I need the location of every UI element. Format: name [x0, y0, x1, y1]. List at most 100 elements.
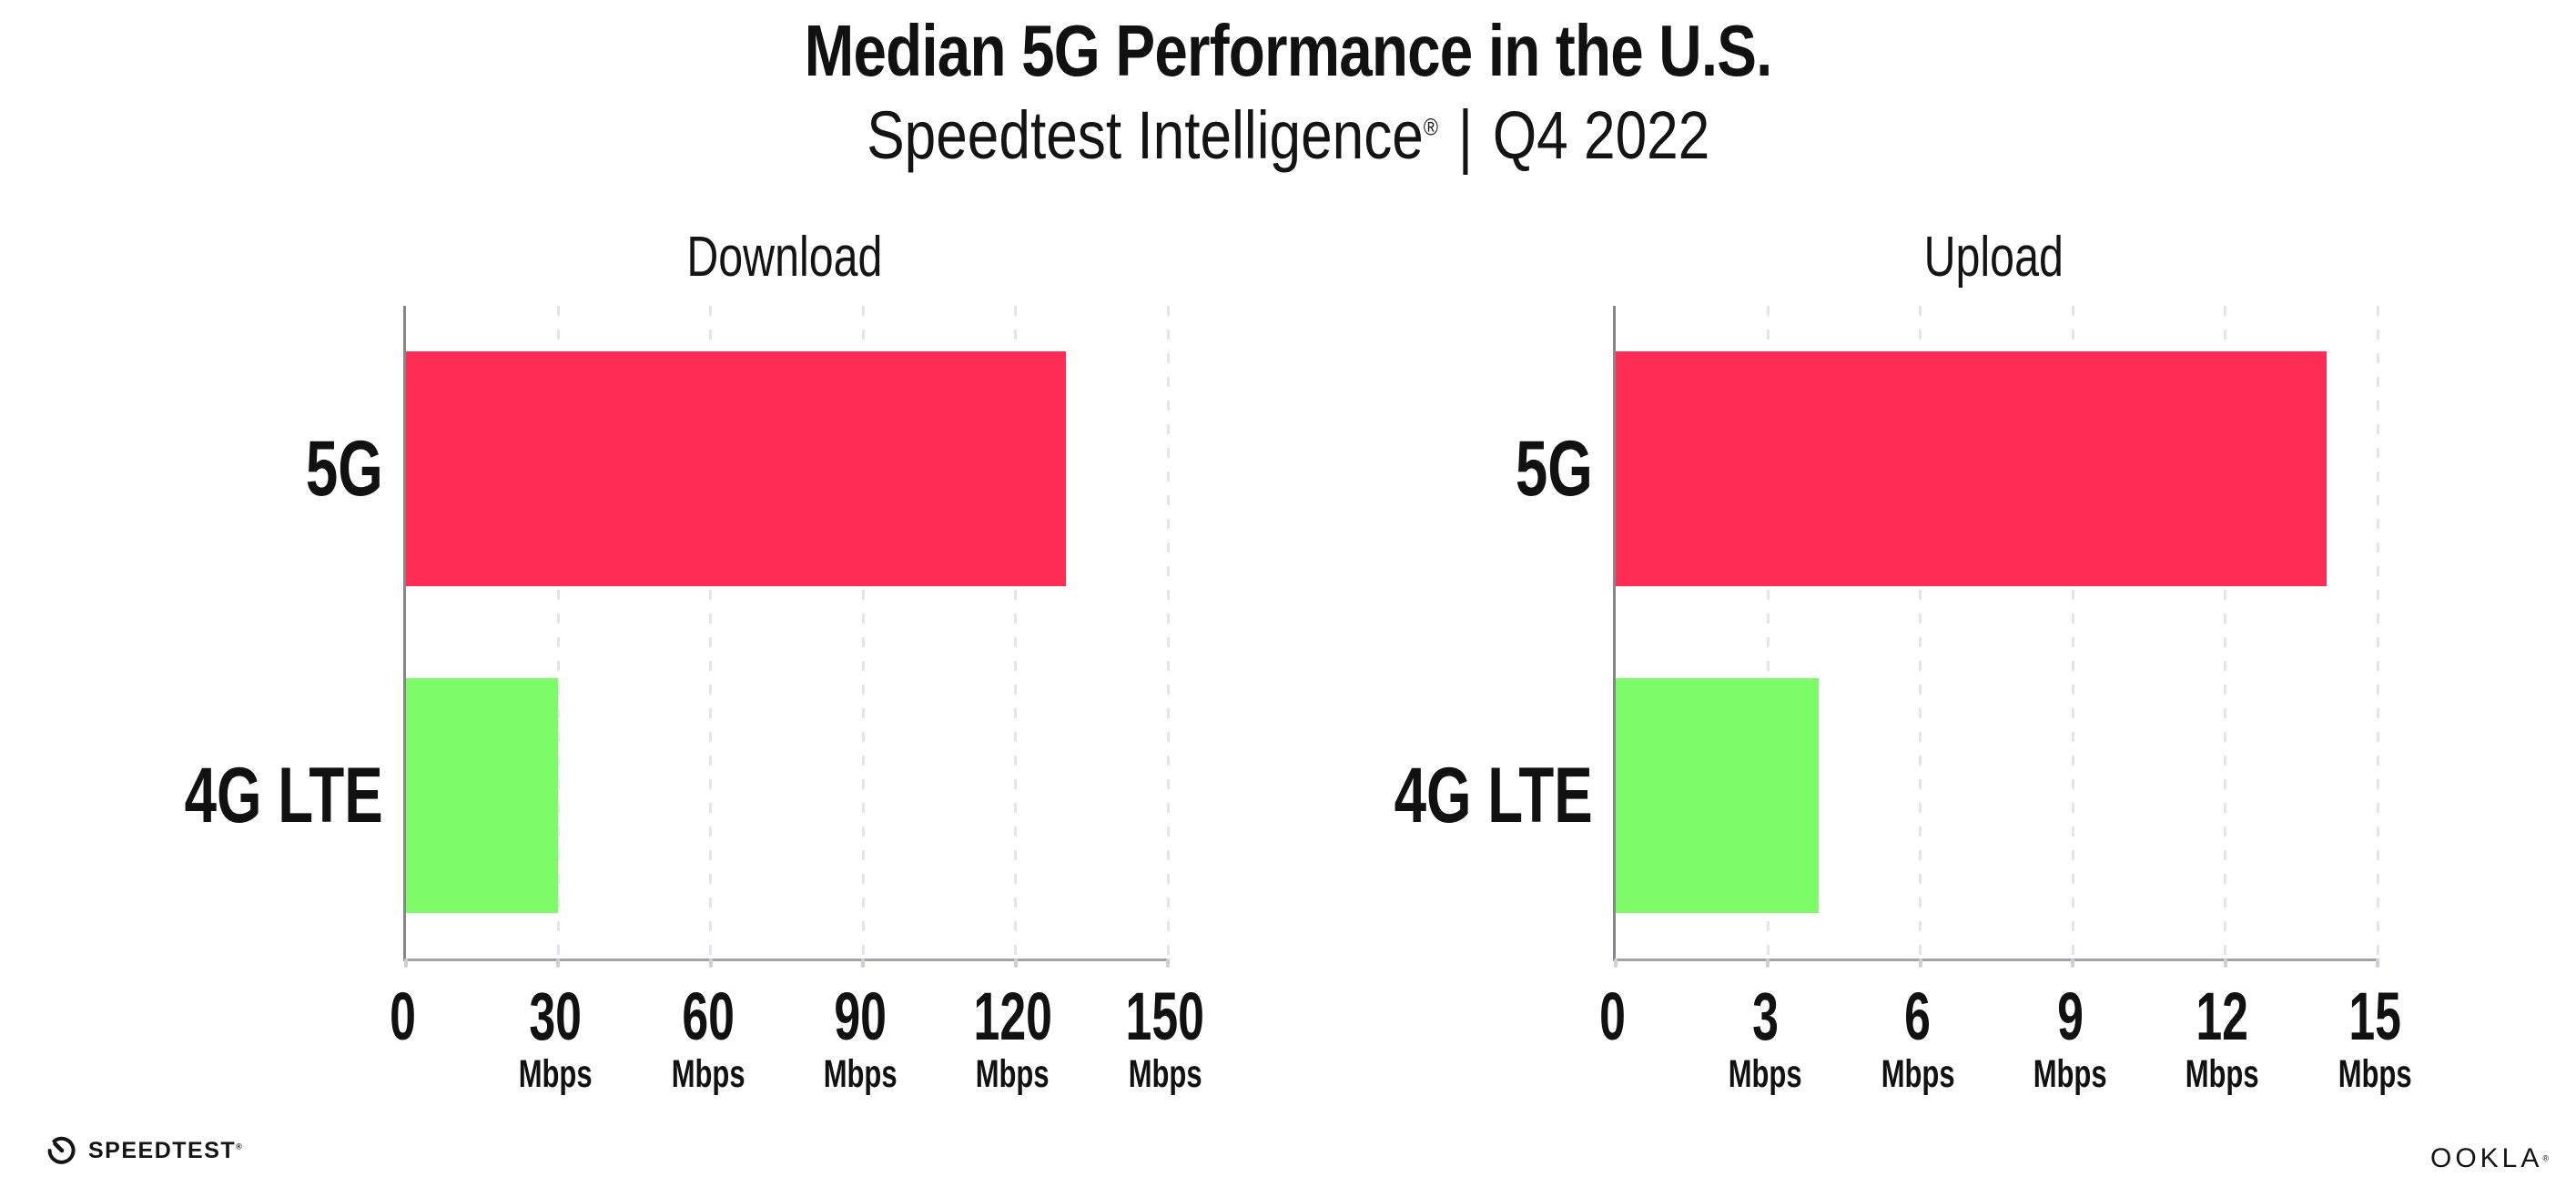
category-label-wrap: 5G	[1229, 419, 1593, 519]
x-tick-value: 12	[2196, 979, 2249, 1054]
ookla-logo: OOKLA®	[2430, 1143, 2549, 1174]
gridline	[861, 306, 865, 959]
x-tick-unit-wrap: Mbps	[2123, 1053, 2323, 1095]
x-tick-value: 0	[390, 979, 417, 1054]
x-tick: 3 Mbps	[1665, 983, 1865, 1096]
x-tick-value-wrap: 150	[1065, 983, 1265, 1050]
x-tick-value: 60	[681, 979, 735, 1054]
bar-4g-lte	[1616, 677, 1820, 913]
tick-mark	[556, 959, 561, 968]
speedtest-trademark-icon: ®	[236, 1141, 244, 1151]
x-tick-unit: Mbps	[823, 1052, 898, 1096]
x-tick: 6 Mbps	[1818, 983, 2018, 1096]
bar-4g-lte	[406, 677, 559, 913]
chart-title: Upload	[1923, 226, 2064, 289]
x-tick-value: 90	[834, 979, 887, 1054]
x-tick-unit: Mbps	[2186, 1052, 2260, 1096]
x-tick: 9 Mbps	[1970, 983, 2170, 1096]
x-tick-unit-wrap: Mbps	[455, 1053, 655, 1095]
x-tick: 15 Mbps	[2275, 983, 2475, 1096]
x-tick-value-wrap: 12	[2123, 983, 2323, 1050]
chart-title-wrap: Upload	[1613, 229, 2375, 286]
page-subtitle: Speedtest Intelligence® | Q4 2022	[0, 95, 2576, 176]
x-tick-unit-wrap: Mbps	[608, 1053, 808, 1095]
x-tick-unit: Mbps	[518, 1052, 593, 1096]
x-tick-unit: Mbps	[671, 1052, 745, 1096]
x-tick: 120 Mbps	[913, 983, 1113, 1096]
gridline	[556, 306, 560, 959]
x-tick-value: 15	[2348, 979, 2401, 1054]
tick-mark	[1013, 959, 1018, 968]
x-tick-unit-wrap: Mbps	[1665, 1053, 1865, 1095]
page-title-text: Median 5G Performance in the U.S.	[804, 10, 1773, 91]
gridline	[2376, 306, 2379, 959]
x-tick-value: 30	[529, 979, 583, 1054]
x-tick: 0	[1513, 983, 1713, 1053]
ookla-wordmark: OOKLA	[2429, 1143, 2543, 1173]
speedtest-logo: SPEEDTEST®	[47, 1136, 243, 1165]
x-tick-unit-wrap: Mbps	[1065, 1053, 1265, 1095]
gridline	[2224, 306, 2227, 959]
gridline	[1166, 306, 1170, 959]
x-tick-value-wrap: 6	[1818, 983, 2018, 1050]
x-tick-unit: Mbps	[1728, 1052, 1802, 1096]
x-tick-value-wrap: 0	[303, 983, 503, 1050]
x-tick-unit: Mbps	[1128, 1052, 1202, 1096]
gridline	[1919, 306, 1922, 959]
plot-area-download	[403, 306, 1170, 968]
subtitle-period: Q4 2022	[1492, 97, 1710, 173]
x-tick-value-wrap: 120	[913, 983, 1113, 1050]
x-tick-value-wrap: 60	[608, 983, 808, 1050]
tick-mark	[404, 959, 408, 968]
category-label-wrap: 5G	[19, 419, 383, 519]
tick-mark	[1166, 959, 1170, 968]
tick-mark	[1614, 959, 1618, 968]
x-tick-unit-wrap: Mbps	[2275, 1053, 2475, 1095]
tick-mark	[2223, 959, 2227, 968]
x-tick-unit-wrap: Mbps	[760, 1053, 960, 1095]
x-tick-value: 3	[1751, 979, 1779, 1054]
x-tick-value-wrap: 90	[760, 983, 960, 1050]
x-tick-value-wrap: 30	[455, 983, 655, 1050]
subtitle-separator: |	[1457, 95, 1473, 176]
gridline	[709, 306, 713, 959]
x-tick: 30 Mbps	[455, 983, 655, 1096]
x-tick-unit: Mbps	[2033, 1052, 2107, 1096]
x-tick-value-wrap: 15	[2275, 983, 2475, 1050]
bar-5g	[1616, 351, 2328, 587]
category-label-5g: 5G	[306, 425, 383, 513]
subtitle-product: Speedtest Intelligence	[866, 97, 1424, 173]
x-tick: 150 Mbps	[1065, 983, 1265, 1096]
category-label-wrap: 4G LTE	[1229, 746, 1593, 846]
gridline	[1014, 306, 1018, 959]
x-tick-unit-wrap: Mbps	[913, 1053, 1113, 1095]
tick-mark	[1918, 959, 1922, 968]
ookla-trademark-icon: ®	[2542, 1153, 2549, 1163]
x-tick-unit: Mbps	[1881, 1052, 1955, 1096]
tick-mark	[708, 959, 713, 968]
speedtest-gauge-icon	[47, 1136, 76, 1164]
speedtest-wordmark: SPEEDTEST®	[88, 1137, 244, 1163]
category-label-wrap: 4G LTE	[19, 746, 383, 846]
x-tick-unit-wrap: Mbps	[1970, 1053, 2170, 1095]
tick-mark	[2071, 959, 2075, 968]
tick-mark	[861, 959, 866, 968]
chart-title: Download	[685, 226, 883, 289]
plot-area-upload	[1613, 306, 2379, 968]
x-tick-value: 0	[1599, 979, 1627, 1054]
x-tick: 60 Mbps	[608, 983, 808, 1096]
x-tick-value-wrap: 9	[1970, 983, 2170, 1050]
tick-mark	[2376, 959, 2379, 968]
registered-trademark-icon: ®	[1423, 113, 1438, 141]
x-tick-value-wrap: 3	[1665, 983, 1865, 1050]
bar-5g	[406, 351, 1067, 587]
tick-mark	[1766, 959, 1770, 968]
x-tick-unit: Mbps	[2338, 1052, 2412, 1096]
x-tick: 0	[303, 983, 503, 1053]
x-tick-value-wrap: 0	[1513, 983, 1713, 1050]
category-label-5g: 5G	[1516, 425, 1593, 513]
x-tick-unit: Mbps	[976, 1052, 1050, 1096]
x-tick: 12 Mbps	[2123, 983, 2323, 1096]
chart-title-wrap: Download	[403, 229, 1165, 286]
